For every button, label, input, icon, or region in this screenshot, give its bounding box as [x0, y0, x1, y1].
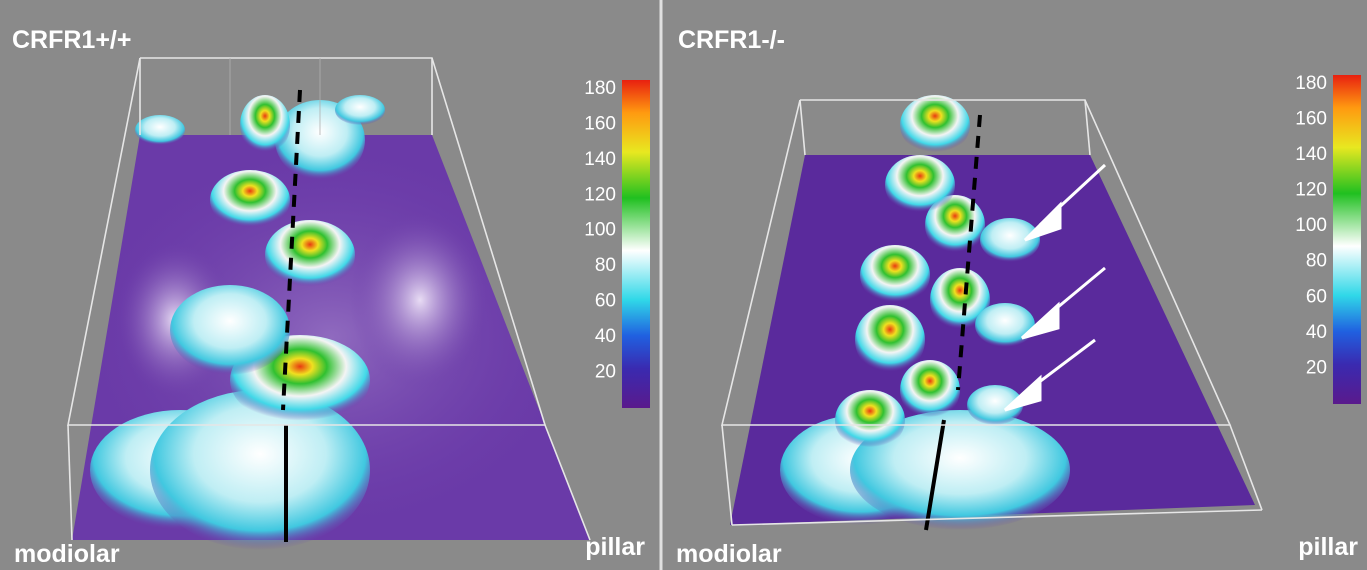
colorbar-tick-label: 120: [584, 184, 616, 205]
axis-label: pillar: [585, 533, 645, 561]
colorbar: [622, 80, 650, 408]
axis-label: modiolar: [14, 540, 120, 568]
colorbar-tick-label: 180: [1295, 73, 1327, 94]
colorbar-tick-label: 100: [584, 220, 616, 241]
surface-left: [72, 89, 590, 550]
colorbar: [1333, 75, 1361, 404]
panel-title: CRFR1-/-: [678, 26, 785, 54]
colorbar-tick-label: 60: [1306, 286, 1327, 307]
wireframe-left: [67, 57, 591, 541]
wireframe-right: [720, 99, 1263, 526]
colorbar-tick-label: 180: [584, 78, 616, 99]
colorbar-tick-label: 120: [1295, 180, 1327, 201]
colorbar-tick-label: 40: [595, 326, 616, 347]
colorbar-tick-label: 80: [595, 255, 616, 276]
axis-label: pillar: [1298, 533, 1358, 561]
colorbar-tick-label: 20: [1306, 357, 1327, 378]
colorbar-tick-label: 20: [595, 362, 616, 383]
colorbar-tick-label: 160: [1295, 108, 1327, 129]
colorbar-tick-label: 100: [1295, 215, 1327, 236]
colorbar-tick-label: 140: [1295, 144, 1327, 165]
panel-title: CRFR1+/+: [12, 26, 131, 54]
surface-right: [730, 95, 1255, 531]
axis-label: modiolar: [676, 540, 782, 568]
colorbar-tick-label: 80: [1306, 251, 1327, 272]
colorbar-tick-label: 160: [584, 113, 616, 134]
colorbar-tick-label: 140: [584, 149, 616, 170]
colorbar-tick-label: 40: [1306, 322, 1327, 343]
colorbar-tick-label: 60: [595, 291, 616, 312]
